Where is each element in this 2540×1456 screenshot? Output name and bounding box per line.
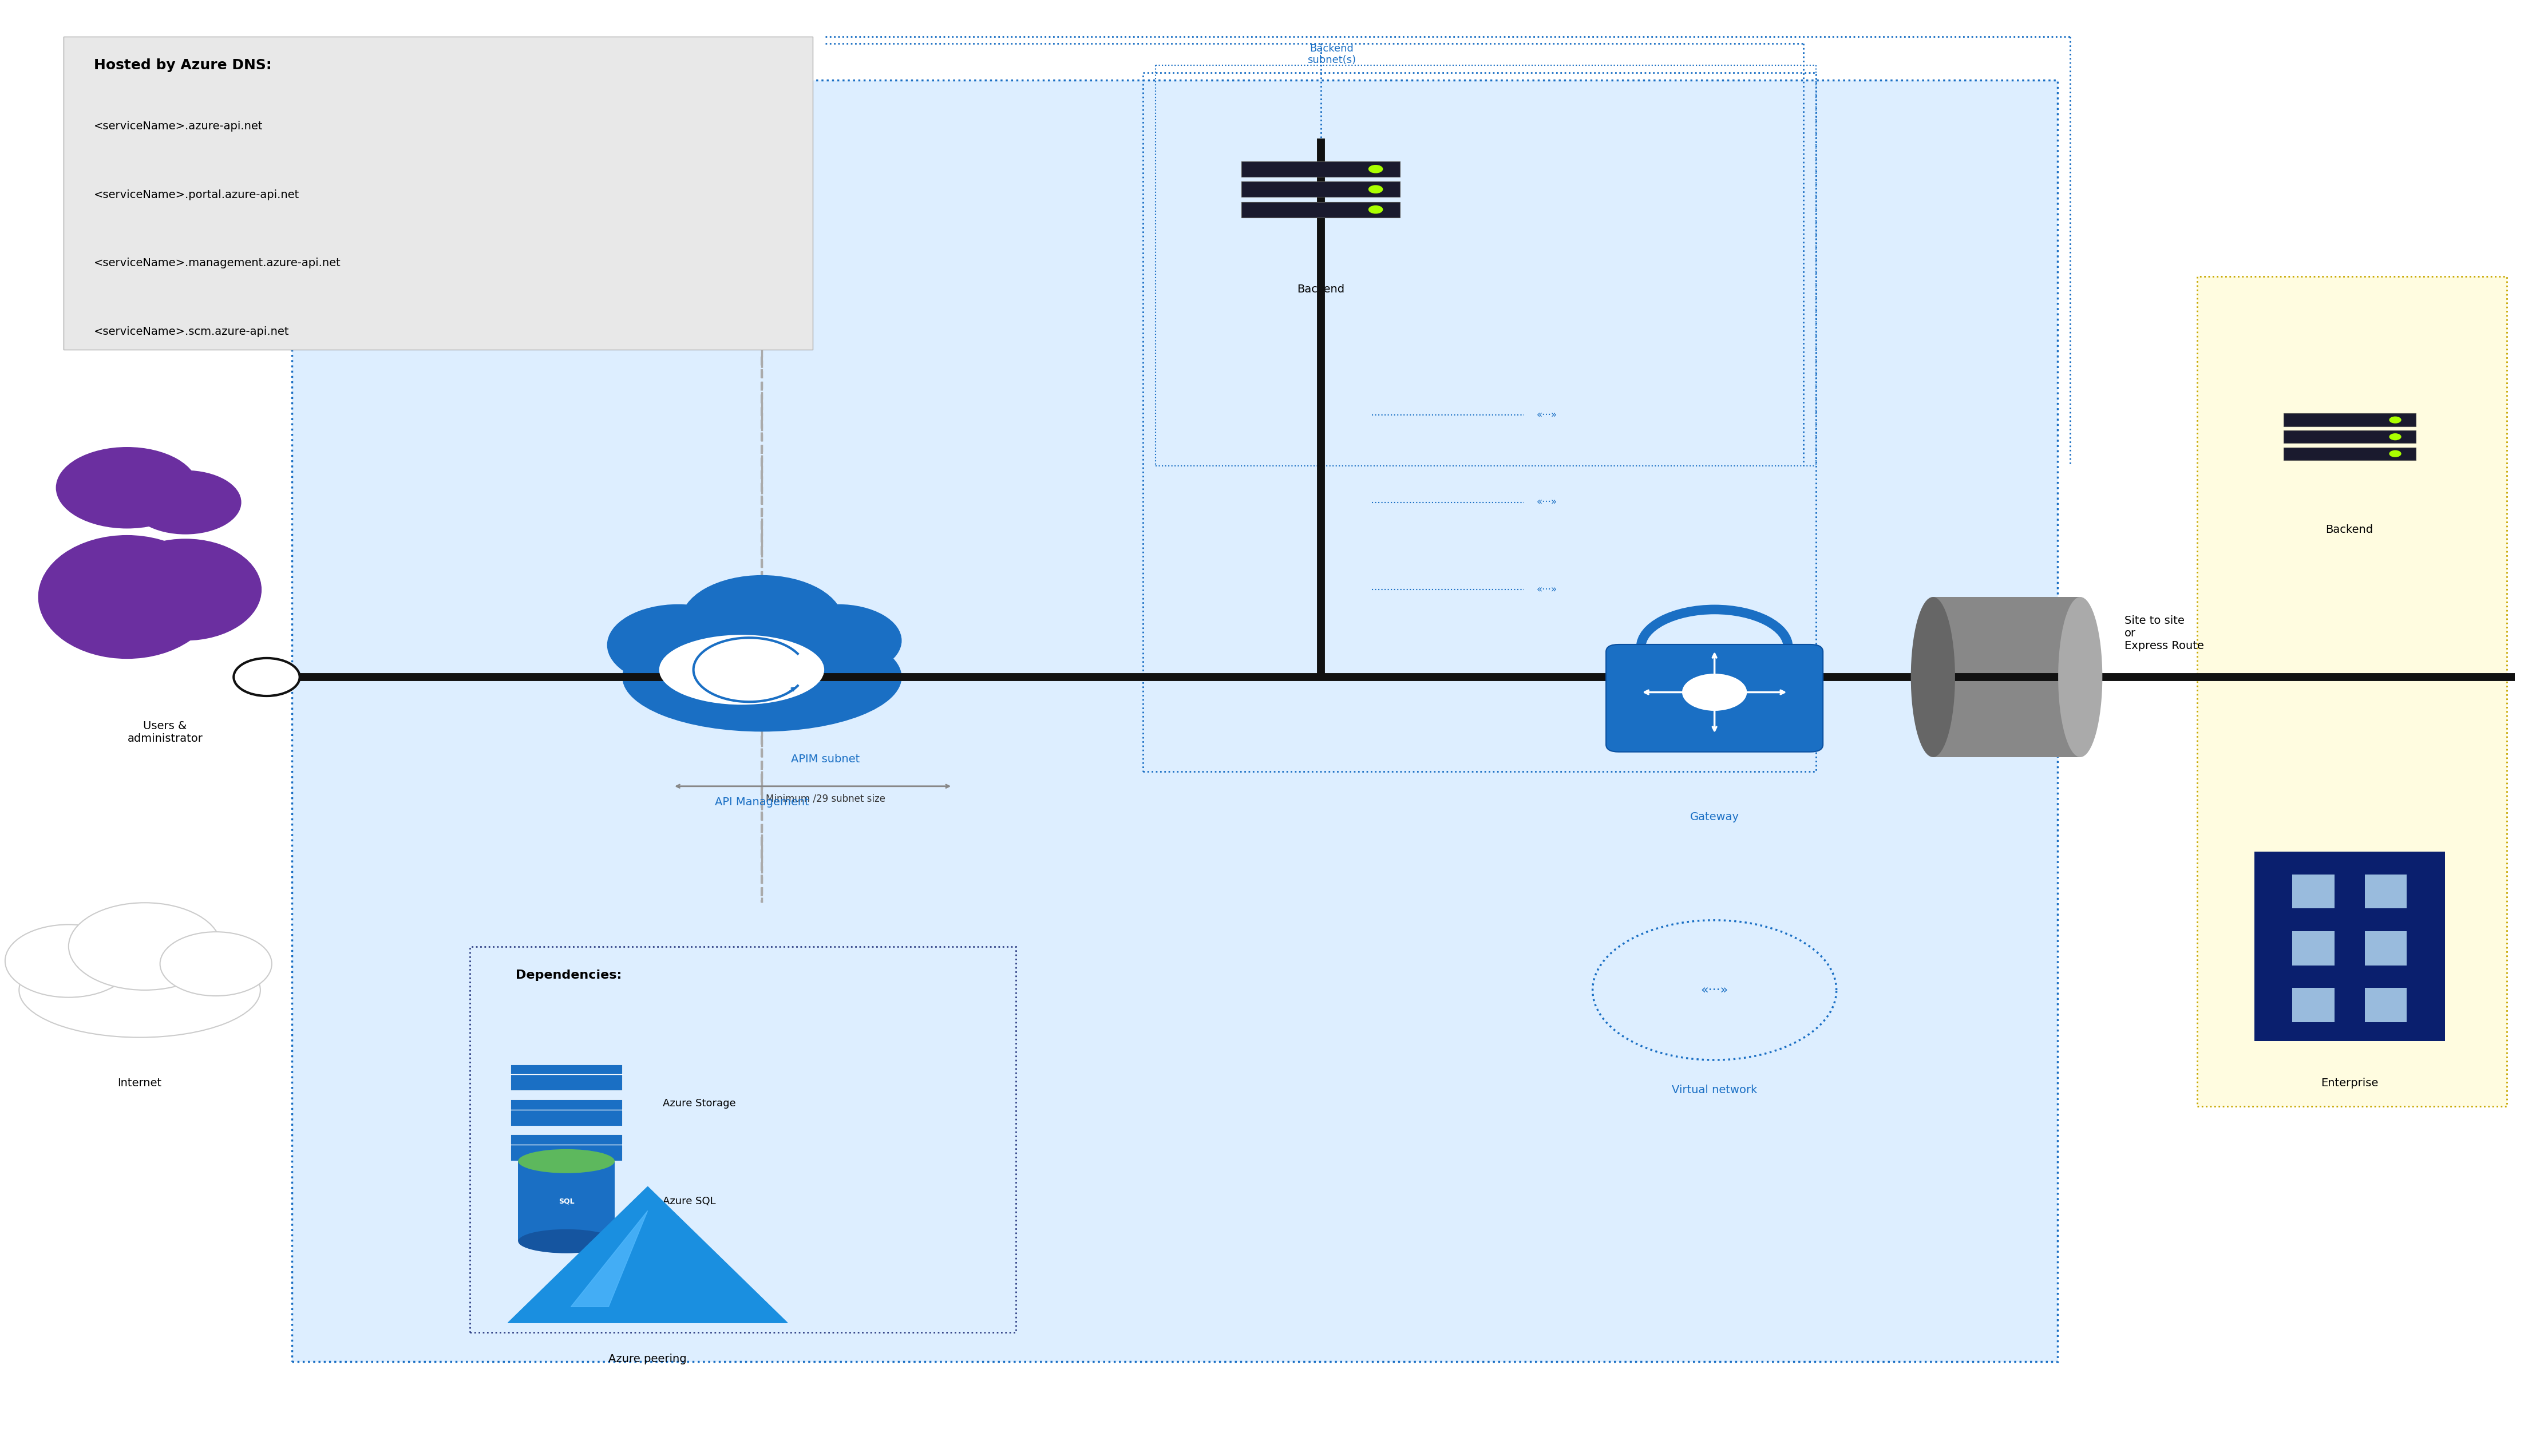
FancyBboxPatch shape [1605, 645, 1824, 751]
Circle shape [234, 658, 300, 696]
Bar [1242, 162, 1400, 176]
Circle shape [1369, 165, 1382, 173]
Text: <serviceName>.azure-api.net: <serviceName>.azure-api.net [94, 121, 264, 131]
Polygon shape [572, 1210, 648, 1307]
Text: Azure peering: Azure peering [610, 1354, 686, 1364]
Text: Minimum /29 subnet size: Minimum /29 subnet size [765, 794, 886, 804]
Ellipse shape [2057, 597, 2103, 757]
Text: Backend: Backend [1298, 284, 1344, 294]
Text: <serviceName>.management.azure-api.net: <serviceName>.management.azure-api.net [94, 258, 340, 268]
Bar [2283, 414, 2416, 427]
Ellipse shape [622, 622, 902, 731]
Circle shape [130, 470, 241, 534]
Text: APIM subnet: APIM subnet [790, 754, 861, 764]
Text: «···»: «···» [1702, 984, 1727, 996]
Bar [2291, 989, 2334, 1022]
Circle shape [607, 604, 749, 686]
Polygon shape [508, 1187, 787, 1322]
Bar [2283, 447, 2416, 460]
Bar [2365, 932, 2405, 965]
Circle shape [1369, 185, 1382, 194]
Text: <serviceName>.scm.azure-api.net: <serviceName>.scm.azure-api.net [94, 326, 290, 336]
Circle shape [2390, 434, 2400, 440]
Circle shape [775, 604, 902, 677]
Bar [2291, 932, 2334, 965]
Text: SQL: SQL [559, 1197, 574, 1206]
Circle shape [1681, 674, 1748, 711]
Circle shape [681, 575, 843, 668]
Circle shape [2390, 416, 2400, 424]
Bar [2253, 852, 2443, 1041]
Text: Hosted by Azure DNS:: Hosted by Azure DNS: [94, 58, 272, 71]
Bar [1242, 182, 1400, 197]
Bar [511, 1099, 622, 1125]
Text: «···»: «···» [1537, 496, 1557, 508]
Text: Internet: Internet [117, 1077, 163, 1088]
Text: Dependencies:: Dependencies: [516, 970, 622, 981]
Circle shape [5, 925, 132, 997]
Circle shape [56, 447, 198, 529]
Bar [1242, 202, 1400, 217]
Ellipse shape [20, 943, 259, 1037]
Text: Gateway: Gateway [1689, 811, 1740, 823]
Text: Enterprise: Enterprise [2322, 1077, 2377, 1088]
Circle shape [69, 903, 221, 990]
Bar [470, 946, 1016, 1332]
Text: Site to site
or
Express Route: Site to site or Express Route [2123, 616, 2205, 651]
Circle shape [1369, 205, 1382, 214]
Text: Azure SQL: Azure SQL [663, 1195, 716, 1207]
Bar [518, 1162, 615, 1241]
Text: API Management: API Management [714, 796, 810, 807]
Text: Backend: Backend [2327, 524, 2372, 534]
Bar [292, 80, 2057, 1361]
Bar [2283, 431, 2416, 443]
Text: Azure Storage: Azure Storage [663, 1098, 737, 1109]
Text: «···»: «···» [1537, 409, 1557, 421]
Ellipse shape [1910, 597, 1956, 757]
Bar [1933, 597, 2080, 757]
Text: Virtual network: Virtual network [1671, 1085, 1758, 1095]
Ellipse shape [109, 539, 262, 641]
Bar [511, 1134, 622, 1160]
Text: Backend
subnet(s): Backend subnet(s) [1308, 44, 1356, 66]
Bar [511, 1064, 622, 1091]
Bar [2197, 277, 2507, 1107]
Bar [2291, 875, 2334, 909]
Ellipse shape [38, 536, 216, 660]
Circle shape [160, 932, 272, 996]
Ellipse shape [658, 635, 823, 705]
Bar [2365, 989, 2405, 1022]
Text: Users &
administrator: Users & administrator [127, 721, 203, 744]
Bar [2365, 875, 2405, 909]
Ellipse shape [518, 1229, 615, 1254]
Bar [1143, 73, 1816, 772]
Text: «···»: «···» [1537, 584, 1557, 596]
Circle shape [2390, 450, 2400, 457]
Ellipse shape [518, 1149, 615, 1174]
Text: <serviceName>.portal.azure-api.net: <serviceName>.portal.azure-api.net [94, 189, 300, 199]
Bar [64, 36, 813, 349]
